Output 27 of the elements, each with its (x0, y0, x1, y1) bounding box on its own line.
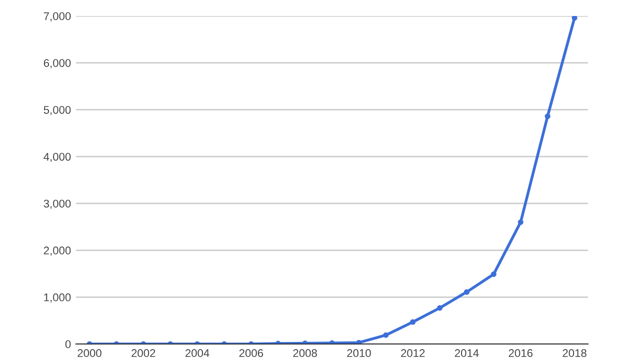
x-tick-label: 2012 (401, 349, 425, 358)
point (490, 271, 496, 277)
x-tick-label: 2006 (239, 349, 264, 358)
x-tick-label: 2002 (132, 349, 156, 358)
x-tick-label: 2014 (454, 349, 479, 358)
x-tick-label: 2000 (78, 349, 102, 358)
y-tick-label: 1,000 (44, 293, 71, 303)
point (356, 340, 362, 344)
y-tick-label: 3,000 (44, 200, 71, 209)
point (572, 16, 578, 21)
x-tick-label: 2008 (293, 349, 317, 358)
x-tick-label: 2016 (508, 349, 533, 358)
x-tick-label: 2004 (185, 349, 210, 358)
x-tick-label: 2018 (562, 349, 586, 358)
y-tick-label: 7,000 (44, 12, 71, 22)
point (464, 289, 470, 295)
point (437, 305, 443, 311)
y-tick-label: 2,000 (44, 246, 71, 256)
point (544, 113, 550, 120)
y-tick-label: 4,000 (44, 152, 71, 162)
y-tick-label: 6,000 (44, 59, 71, 68)
y-tick-label: 0 (65, 340, 71, 348)
point (383, 332, 389, 338)
y-tick-label: 5,000 (44, 106, 71, 116)
x-tick-label: 2010 (347, 349, 371, 358)
point (518, 219, 524, 225)
point (410, 319, 416, 325)
